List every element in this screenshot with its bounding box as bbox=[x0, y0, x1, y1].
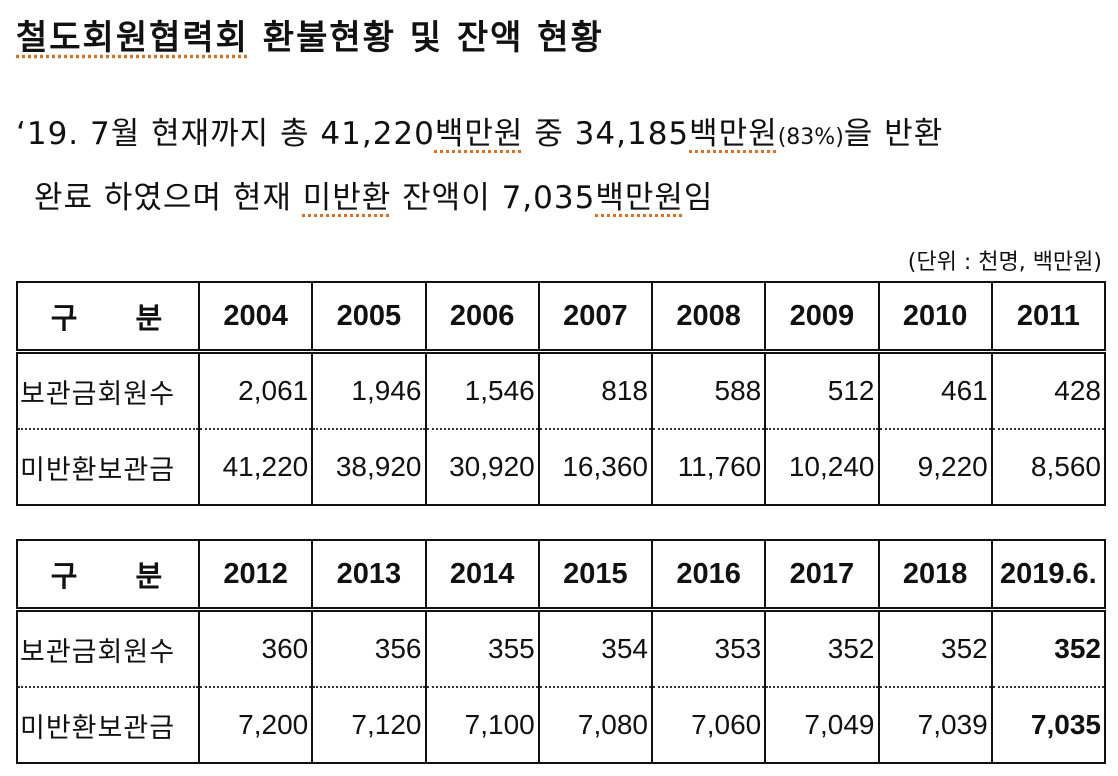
summary-unit: 백만원 bbox=[595, 180, 684, 216]
header-category: 구 분 bbox=[16, 540, 200, 612]
summary-text: 미반환 bbox=[302, 180, 392, 216]
summary-text: 중 34,185 bbox=[523, 116, 690, 152]
cell-value: 588 bbox=[650, 351, 767, 430]
cell-value: 30,920 bbox=[424, 429, 540, 505]
cell-value: 818 bbox=[537, 351, 654, 430]
cell-value: 7,060 bbox=[650, 687, 767, 763]
header-year: 2019.6. bbox=[990, 540, 1107, 612]
cell-value: 2,061 bbox=[197, 351, 314, 430]
header-year: 2006 bbox=[424, 282, 540, 354]
table-row: 미반환보관금 7,200 7,120 7,100 7,080 7,060 7,0… bbox=[16, 687, 1107, 763]
header-year: 2015 bbox=[537, 540, 654, 612]
cell-value-latest: 352 bbox=[990, 609, 1107, 688]
summary-text: 완료 하였으며 현재 bbox=[34, 180, 303, 216]
cell-value: 7,200 bbox=[197, 687, 314, 763]
table-header-row: 구 분 2012 2013 2014 2015 2016 2017 2018 2… bbox=[16, 540, 1107, 612]
cell-value: 1,546 bbox=[424, 351, 540, 430]
table-row: 보관금회원수 360 356 355 354 353 352 352 352 bbox=[16, 609, 1107, 688]
header-year: 2005 bbox=[311, 282, 427, 354]
cell-value: 7,049 bbox=[764, 687, 880, 763]
cell-value: 360 bbox=[197, 609, 314, 688]
summary-unit: 백만원 bbox=[434, 116, 524, 152]
cell-value: 356 bbox=[311, 609, 427, 688]
cell-value: 41,220 bbox=[197, 429, 314, 505]
cell-value: 16,360 bbox=[537, 429, 654, 505]
header-year: 2011 bbox=[990, 282, 1107, 354]
cell-value: 428 bbox=[990, 351, 1107, 430]
header-category: 구 분 bbox=[16, 282, 200, 354]
cell-value-latest: 7,035 bbox=[990, 687, 1107, 763]
summary-text: 임 bbox=[683, 180, 714, 216]
header-year: 2004 bbox=[197, 282, 314, 354]
row-label: 보관금회원수 bbox=[16, 609, 200, 688]
summary-line-1: ‘19. 7월 현재까지 총 41,220백만원 중 34,185백만원(83%… bbox=[16, 108, 943, 153]
summary-unit: 백만원 bbox=[689, 116, 778, 152]
summary-text: 을 반환 bbox=[843, 116, 944, 152]
cell-value: 8,560 bbox=[990, 429, 1107, 505]
cell-value: 352 bbox=[764, 609, 880, 688]
cell-value: 353 bbox=[650, 609, 767, 688]
unit-note: (단위 : 천명, 백만원) bbox=[907, 250, 1102, 275]
header-year: 2014 bbox=[424, 540, 540, 612]
cell-value: 9,220 bbox=[877, 429, 993, 505]
cell-value: 38,920 bbox=[311, 429, 427, 505]
cell-value: 7,039 bbox=[877, 687, 993, 763]
cell-value: 7,120 bbox=[311, 687, 427, 763]
data-table-2004-2011: 구 분 2004 2005 2006 2007 2008 2009 2010 2… bbox=[16, 281, 1107, 506]
cell-value: 10,240 bbox=[764, 429, 880, 505]
header-year: 2018 bbox=[877, 540, 993, 612]
header-year: 2010 bbox=[877, 282, 993, 354]
header-year: 2016 bbox=[650, 540, 767, 612]
row-label: 보관금회원수 bbox=[16, 351, 200, 430]
summary-text: 잔액이 7,035 bbox=[391, 180, 596, 216]
cell-value: 461 bbox=[877, 351, 993, 430]
data-table-2012-2019: 구 분 2012 2013 2014 2015 2016 2017 2018 2… bbox=[16, 539, 1107, 764]
cell-value: 512 bbox=[764, 351, 880, 430]
table-row: 미반환보관금 41,220 38,920 30,920 16,360 11,76… bbox=[16, 429, 1107, 505]
cell-value: 11,760 bbox=[650, 429, 767, 505]
header-year: 2017 bbox=[764, 540, 880, 612]
summary-line-2: 완료 하였으며 현재 미반환 잔액이 7,035백만원임 bbox=[34, 172, 713, 217]
cell-value: 7,080 bbox=[537, 687, 654, 763]
header-year: 2013 bbox=[311, 540, 427, 612]
title-rest: 환불현황 및 잔액 현황 bbox=[248, 18, 604, 58]
cell-value: 355 bbox=[424, 609, 540, 688]
document-title: 철도회원협력회 환불현황 및 잔액 현황 bbox=[16, 10, 604, 59]
cell-value: 1,946 bbox=[311, 351, 427, 430]
row-label: 미반환보관금 bbox=[16, 687, 200, 763]
header-year: 2009 bbox=[764, 282, 880, 354]
header-year: 2012 bbox=[197, 540, 314, 612]
table-header-row: 구 분 2004 2005 2006 2007 2008 2009 2010 2… bbox=[16, 282, 1107, 354]
title-prefix: 철도회원협력회 bbox=[16, 18, 249, 58]
cell-value: 7,100 bbox=[424, 687, 540, 763]
table-row: 보관금회원수 2,061 1,946 1,546 818 588 512 461… bbox=[16, 351, 1107, 430]
cell-value: 352 bbox=[877, 609, 993, 688]
cell-value: 354 bbox=[537, 609, 654, 688]
summary-text: ‘19. 7월 현재까지 총 41,220 bbox=[16, 116, 435, 152]
header-year: 2008 bbox=[650, 282, 767, 354]
header-year: 2007 bbox=[537, 282, 654, 354]
summary-percent: (83%) bbox=[777, 125, 844, 150]
row-label: 미반환보관금 bbox=[16, 429, 200, 505]
